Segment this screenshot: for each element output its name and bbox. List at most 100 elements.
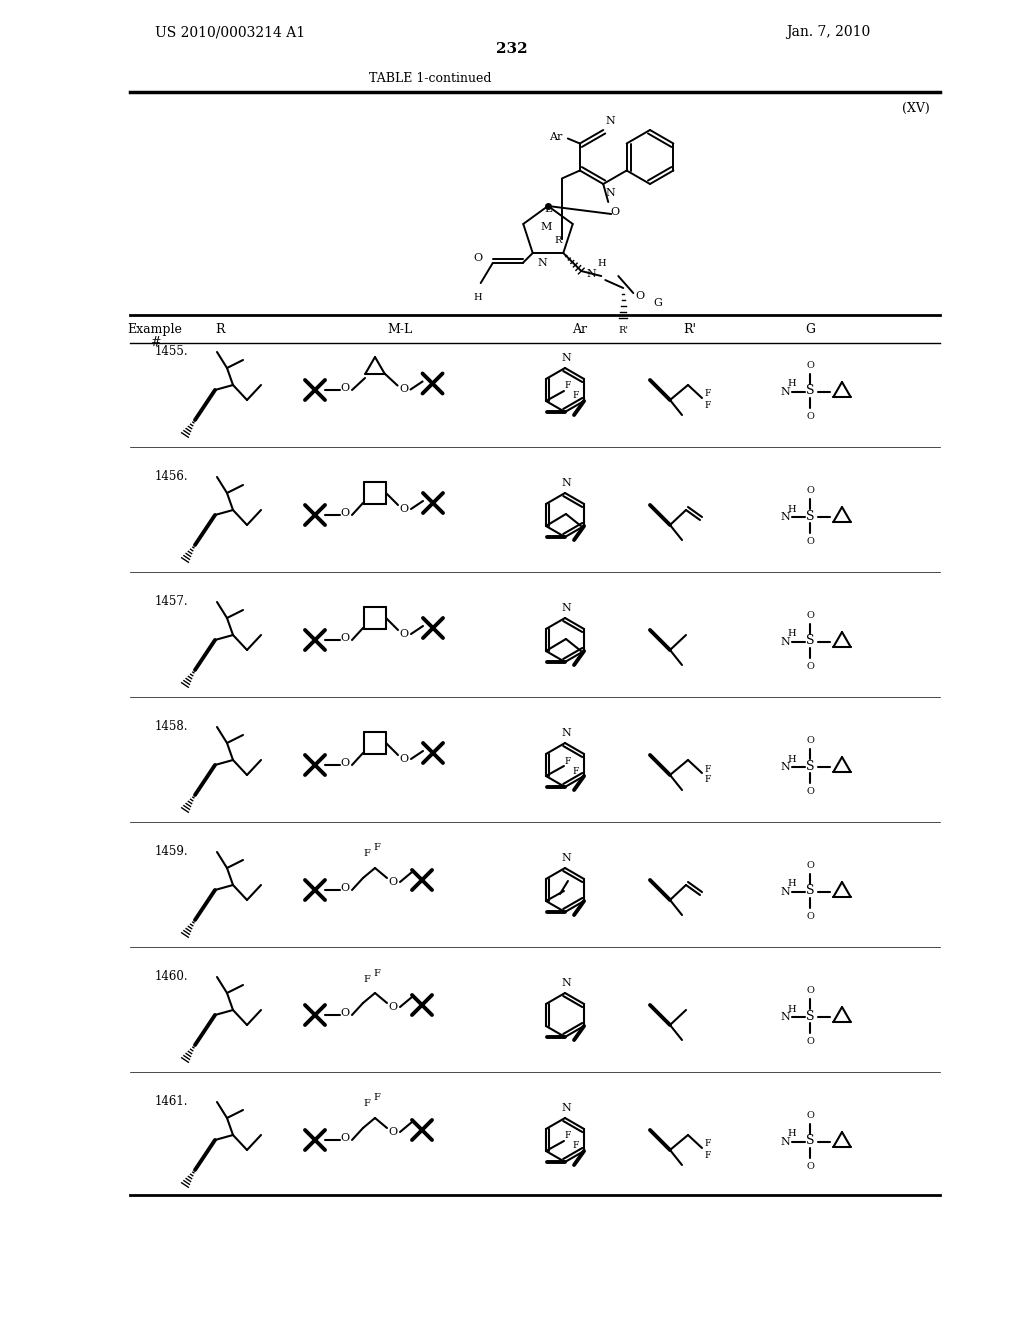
Text: F: F [374,969,381,978]
Text: N: N [780,762,790,772]
Text: M-L: M-L [387,323,413,337]
Text: 1458.: 1458. [155,719,188,733]
Text: R: R [555,236,562,246]
Text: N: N [561,352,570,363]
Text: F: F [705,1139,711,1148]
Text: O: O [806,787,814,796]
Text: L: L [545,203,552,214]
Text: H: H [787,1130,797,1138]
Text: (XV): (XV) [902,102,930,115]
Text: N: N [561,478,570,488]
Text: N: N [780,387,790,397]
Text: O: O [806,360,814,370]
Text: 232: 232 [497,42,527,55]
Text: 1457.: 1457. [155,595,188,609]
Text: #: # [150,337,160,348]
Text: H: H [597,259,605,268]
Text: F: F [364,1100,371,1109]
Text: H: H [787,504,797,513]
Text: N: N [780,512,790,521]
Text: O: O [635,290,644,301]
Text: Ar: Ar [572,323,588,337]
Text: N: N [561,729,570,738]
Text: N: N [780,887,790,898]
Text: F: F [565,1131,571,1140]
Text: N: N [780,1012,790,1022]
Text: 1455.: 1455. [155,345,188,358]
Text: O: O [806,737,814,744]
Text: 1460.: 1460. [155,970,188,983]
Text: S: S [806,635,814,648]
Text: O: O [340,383,349,393]
Text: O: O [806,537,814,546]
Text: S: S [806,1010,814,1023]
Text: F: F [565,756,571,766]
Text: 1456.: 1456. [155,470,188,483]
Text: O: O [806,412,814,421]
Text: S: S [806,884,814,898]
Text: O: O [399,754,409,764]
Text: F: F [565,381,571,391]
Text: H: H [473,293,482,302]
Text: O: O [340,1008,349,1018]
Text: F: F [364,850,371,858]
Text: N: N [561,1104,570,1113]
Text: US 2010/0003214 A1: US 2010/0003214 A1 [155,25,305,40]
Text: O: O [399,504,409,513]
Text: N: N [561,978,570,987]
Text: H: H [787,755,797,763]
Text: F: F [705,764,711,774]
Text: N: N [780,1137,790,1147]
Text: O: O [399,630,409,639]
Text: R': R' [683,323,696,337]
Text: N: N [587,269,596,279]
Text: F: F [374,843,381,853]
Text: H: H [787,879,797,888]
Text: O: O [340,1133,349,1143]
Text: G: G [653,298,663,308]
Text: F: F [572,392,580,400]
Text: H: H [787,380,797,388]
Text: R: R [215,323,224,337]
Text: O: O [388,876,397,887]
Text: O: O [473,253,482,263]
Text: O: O [340,634,349,643]
Text: F: F [705,389,711,399]
Text: N: N [538,257,548,268]
Text: F: F [572,1142,580,1151]
Text: F: F [705,400,711,409]
Text: O: O [388,1002,397,1012]
Text: F: F [374,1093,381,1102]
Text: S: S [806,510,814,523]
Text: O: O [399,384,409,395]
Text: O: O [806,912,814,921]
Text: 1461.: 1461. [155,1096,188,1107]
Text: R': R' [618,326,629,335]
Text: O: O [610,207,620,216]
Text: S: S [806,1134,814,1147]
Text: O: O [388,1127,397,1137]
Text: F: F [705,776,711,784]
Text: F: F [705,1151,711,1159]
Text: O: O [806,1162,814,1171]
Text: G: G [805,323,815,337]
Text: 1459.: 1459. [155,845,188,858]
Text: O: O [806,486,814,495]
Text: O: O [340,883,349,894]
Text: Ar: Ar [550,132,563,141]
Text: H: H [787,1005,797,1014]
Text: S: S [806,384,814,397]
Text: N: N [605,187,615,198]
Text: F: F [364,974,371,983]
Text: H: H [787,630,797,639]
Text: O: O [806,861,814,870]
Text: N: N [605,116,615,125]
Text: O: O [806,1038,814,1045]
Text: Example: Example [128,323,182,337]
Text: F: F [572,767,580,776]
Text: TABLE 1-continued: TABLE 1-continued [369,73,492,84]
Text: O: O [340,758,349,768]
Text: M: M [541,222,552,232]
Text: N: N [561,603,570,612]
Text: O: O [806,611,814,620]
